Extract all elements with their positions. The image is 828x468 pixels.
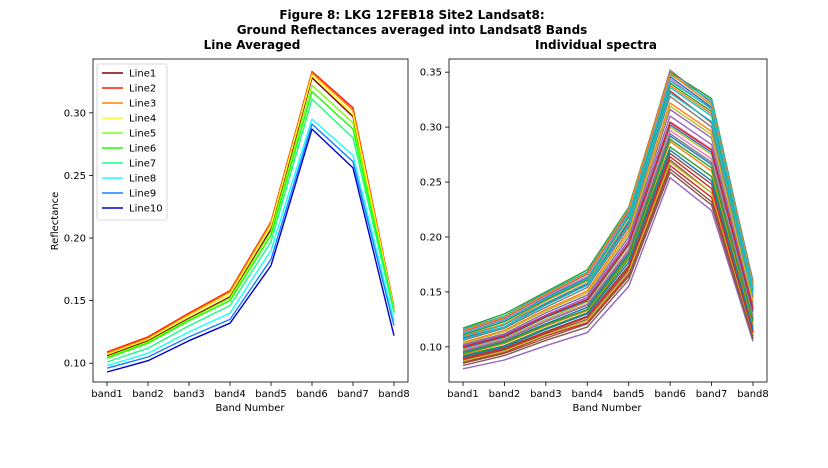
series-lines [106, 70, 395, 373]
series-line-15 [462, 108, 754, 346]
axis-ticks: band1 band2 band3 band4 band5 band6 band7 band8… [64, 108, 410, 400]
series-line-25 [462, 115, 754, 347]
series-line-19 [462, 161, 754, 362]
series-line-16 [462, 152, 754, 359]
y-tick-label: 0.25 [420, 178, 442, 189]
y-tick-label: 0.15 [64, 296, 86, 307]
legend-label: Line9 [129, 189, 156, 200]
plot-frame [448, 58, 768, 383]
series-line-5 [106, 84, 395, 358]
x-tick-label: band8 [737, 389, 769, 400]
figure-title-line2: Ground Reflectances averaged into Landsa… [237, 23, 588, 37]
legend-label: Line4 [129, 114, 156, 125]
legend-label: Line8 [129, 174, 156, 185]
legend: Line1 Line2 Line3 Line4 Line5 Line6 Line7 Line8… [96, 63, 168, 221]
x-tick-label: band4 [214, 389, 246, 400]
series-line-33 [462, 138, 754, 355]
x-axis-label: Band Number [572, 403, 642, 414]
y-tick-label: 0.15 [420, 287, 442, 298]
figure-title-line1: Figure 8: LKG 12FEB18 Site2 Landsat8: [279, 8, 544, 22]
series-line-17 [462, 129, 754, 351]
x-tick-label: band1 [91, 389, 123, 400]
series-line-3 [106, 72, 395, 354]
x-tick-label: band7 [696, 389, 728, 400]
series-line-31 [462, 149, 754, 358]
series-line-29 [462, 105, 754, 345]
series-line-7 [106, 98, 395, 363]
series-line-13 [462, 146, 754, 357]
x-tick-label: band4 [572, 389, 604, 400]
legend-label: Line10 [129, 204, 163, 215]
series-line-14 [462, 164, 754, 363]
series-lines [462, 69, 754, 370]
legend-label: Line7 [129, 159, 156, 170]
x-tick-label: band5 [255, 389, 287, 400]
series-line-9 [106, 123, 395, 369]
series-line-3 [462, 71, 754, 329]
x-tick-label: band6 [296, 389, 328, 400]
series-line-26 [462, 168, 754, 364]
y-tick-label: 0.30 [420, 123, 442, 134]
series-line-36 [462, 171, 754, 367]
series-line-35 [462, 80, 754, 335]
x-tick-label: band5 [613, 389, 645, 400]
y-tick-label: 0.20 [420, 232, 442, 243]
axis-ticks: band1 band2 band3 band4 band5 band6 band7 band8… [420, 68, 769, 400]
y-axis-label: Reflectance [50, 192, 61, 251]
series-line-11 [462, 135, 754, 353]
x-tick-label: band8 [378, 389, 410, 400]
legend-label: Line5 [129, 129, 156, 140]
x-tick-label: band1 [447, 389, 479, 400]
series-line-12 [462, 102, 754, 344]
y-tick-label: 0.30 [64, 108, 86, 119]
series-line-30 [462, 92, 754, 340]
series-line-8 [106, 118, 395, 367]
chart-title-line-averaged: Line Averaged [204, 38, 301, 52]
series-line-6 [106, 90, 395, 359]
series-line-24 [462, 156, 754, 360]
series-line-20 [462, 86, 754, 338]
legend-label: Line1 [129, 69, 156, 80]
x-tick-label: band3 [173, 389, 205, 400]
legend-label: Line2 [129, 84, 156, 95]
line-averaged-chart: Line Averaged Band Number Reflectance ba… [50, 38, 410, 414]
x-tick-label: band6 [654, 389, 686, 400]
x-axis-label: Band Number [215, 403, 285, 414]
x-tick-label: band3 [530, 389, 562, 400]
series-line-1 [106, 77, 395, 357]
x-tick-label: band2 [489, 389, 521, 400]
series-line-18 [462, 95, 754, 341]
individual-spectra-chart: Individual spectra Band Number band1 band… [420, 38, 769, 414]
y-tick-label: 0.10 [64, 359, 86, 370]
series-line-10 [106, 128, 395, 373]
legend-label: Line6 [129, 144, 156, 155]
series-line-28 [462, 132, 754, 352]
x-tick-label: band7 [337, 389, 369, 400]
legend-label: Line3 [129, 99, 156, 110]
series-line-4 [106, 74, 395, 356]
chart-title-individual-spectra: Individual spectra [535, 38, 657, 52]
y-tick-label: 0.10 [420, 342, 442, 353]
x-tick-label: band2 [132, 389, 164, 400]
series-line-34 [462, 121, 754, 348]
plot-frame [92, 58, 409, 383]
y-tick-label: 0.25 [64, 171, 86, 182]
series-line-5 [462, 176, 754, 370]
y-tick-label: 0.35 [420, 68, 442, 79]
series-line-32 [462, 72, 754, 332]
y-tick-label: 0.20 [64, 234, 86, 245]
